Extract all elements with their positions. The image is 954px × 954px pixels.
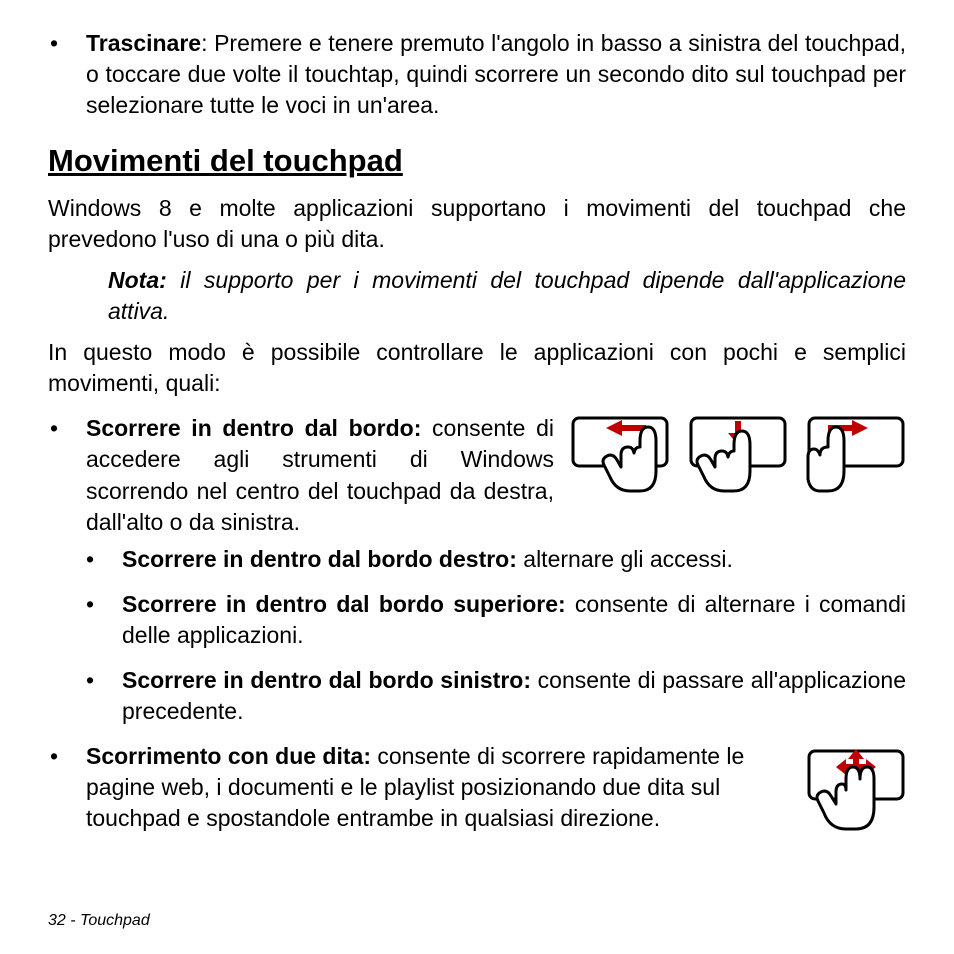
- bullet-label: Scorrere in dentro dal bordo sinistro:: [122, 667, 531, 693]
- nested-bullets: • Scorrere in dentro dal bordo destro: a…: [84, 544, 906, 727]
- swipe-top-edge-icon: [688, 415, 788, 507]
- note-block: Nota: il supporto per i movimenti del to…: [108, 265, 906, 327]
- bullet-text: Scorrere in dentro dal bordo: consente d…: [86, 413, 554, 537]
- bullet-swipe-right: • Scorrere in dentro dal bordo destro: a…: [84, 544, 906, 575]
- bullet-label: Trascinare: [86, 30, 201, 56]
- note-text: il supporto per i movimenti del touchpad…: [108, 267, 906, 324]
- bullet-rest: : Premere e tenere premuto l'angolo in b…: [86, 30, 906, 118]
- bullet-text: Scorrere in dentro dal bordo superiore: …: [122, 589, 906, 651]
- page-footer: 32 - Touchpad: [48, 912, 150, 930]
- bullet-marker: •: [48, 413, 86, 537]
- bullet-marker: •: [48, 28, 86, 121]
- bullet-marker: •: [84, 665, 122, 727]
- swipe-right-edge-icon: [570, 415, 670, 507]
- note-label: Nota:: [108, 267, 167, 293]
- bullet-two-finger: • Scorrimento con due dita: consente di …: [48, 741, 790, 834]
- bullet-label: Scorrere in dentro dal bordo destro:: [122, 546, 517, 572]
- bullet-trascinare: • Trascinare: Premere e tenere premuto l…: [48, 28, 906, 121]
- two-finger-block: • Scorrimento con due dita: consente di …: [48, 741, 906, 843]
- bullet-label: Scorrere in dentro dal bordo:: [86, 415, 421, 441]
- edge-swipe-icons: [570, 415, 906, 507]
- bullet-swipe-in: • Scorrere in dentro dal bordo: consente…: [48, 413, 554, 537]
- bullet-swipe-top: • Scorrere in dentro dal bordo superiore…: [84, 589, 906, 651]
- bullet-label: Scorrere in dentro dal bordo superiore:: [122, 591, 566, 617]
- bullet-text: Scorrere in dentro dal bordo sinistro: c…: [122, 665, 906, 727]
- intro-paragraph: Windows 8 e molte applicazioni supportan…: [48, 193, 906, 255]
- section-title: Movimenti del touchpad: [48, 143, 906, 179]
- bullet-text: Trascinare: Premere e tenere premuto l'a…: [86, 28, 906, 121]
- swipe-left-edge-icon: [806, 415, 906, 507]
- bullet-text: Scorrere in dentro dal bordo destro: alt…: [122, 544, 906, 575]
- bullet-text: Scorrimento con due dita: consente di sc…: [86, 741, 790, 834]
- bullet-marker: •: [84, 544, 122, 575]
- bullet-marker: •: [48, 741, 86, 834]
- document-page: • Trascinare: Premere e tenere premuto l…: [0, 0, 954, 954]
- bullet-rest: alternare gli accessi.: [517, 546, 733, 572]
- intro2-paragraph: In questo modo è possibile controllare l…: [48, 337, 906, 399]
- bullet-marker: •: [84, 589, 122, 651]
- bullet-label: Scorrimento con due dita:: [86, 743, 371, 769]
- bullet-swipe-left: • Scorrere in dentro dal bordo sinistro:…: [84, 665, 906, 727]
- two-finger-scroll-icon: [806, 743, 906, 843]
- swipe-in-block: • Scorrere in dentro dal bordo: consente…: [48, 413, 906, 543]
